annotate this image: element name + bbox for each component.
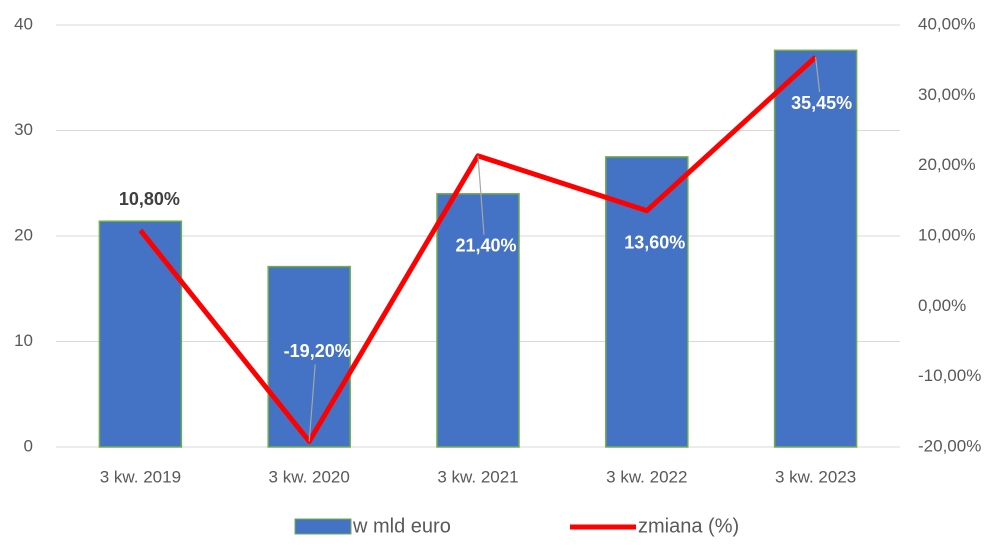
bar (436, 193, 520, 448)
x-tick-label: 3 kw. 2020 (269, 467, 350, 486)
x-tick-label: 3 kw. 2023 (775, 467, 856, 486)
y-tick-label: 10 (14, 331, 33, 350)
leader-line (308, 364, 316, 442)
y-tick-label: 20 (14, 225, 33, 244)
y2-tick-label: 10,00% (918, 225, 976, 244)
leader-line (815, 56, 821, 93)
y-tick-label: 30 (14, 120, 33, 139)
bar (98, 220, 183, 448)
y-tick-label: 0 (24, 436, 33, 455)
y2-tick-label: 20,00% (918, 155, 976, 174)
y-tick-label: 40 (14, 14, 33, 33)
data-label: 21,40% (455, 236, 516, 256)
y2-tick-label: -20,00% (918, 436, 981, 455)
bar (773, 49, 858, 448)
data-label: 35,45% (791, 93, 852, 113)
data-label: 13,60% (624, 232, 685, 252)
x-tick-label: 3 kw. 2019 (100, 467, 181, 486)
bar (605, 156, 689, 448)
y2-tick-label: 40,00% (918, 14, 976, 33)
y2-tick-label: -10,00% (918, 366, 981, 385)
bar (267, 265, 351, 448)
y2-tick-label: 30,00% (918, 85, 976, 104)
data-label: 10,80% (119, 189, 180, 209)
leader-line (477, 155, 485, 235)
y2-tick-label: 0,00% (918, 296, 966, 315)
x-tick-label: 3 kw. 2022 (606, 467, 687, 486)
legend-swatch (294, 518, 352, 535)
data-label: -19,20% (284, 341, 351, 361)
legend-label: w mld euro (352, 515, 451, 537)
legend-label: zmiana (%) (638, 515, 739, 537)
x-tick-label: 3 kw. 2021 (437, 467, 518, 486)
